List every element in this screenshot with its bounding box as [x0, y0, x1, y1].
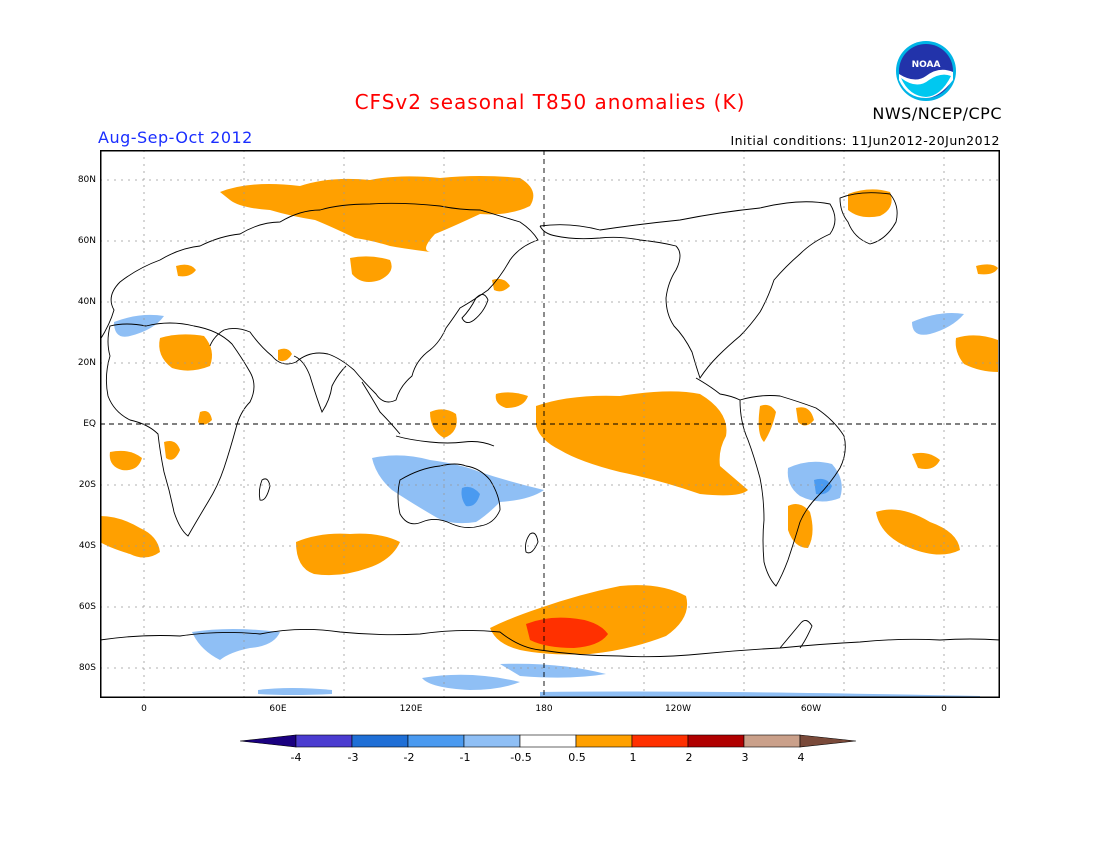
colorbar-box — [631, 734, 689, 748]
colorbar-box — [687, 734, 745, 748]
noaa-logo-text: NOAA — [912, 60, 941, 70]
anomaly-central-asia-small — [176, 264, 196, 277]
colorbar-boxes — [240, 734, 857, 748]
anomaly-central-pacific — [536, 391, 748, 496]
anomaly-antarctic-indian — [192, 629, 280, 660]
anomaly-greenland — [848, 189, 892, 218]
colorbar-label-m05: -0.5 — [510, 751, 532, 764]
coast-southeast-asia — [361, 381, 401, 435]
anomaly-central-africa — [164, 441, 180, 460]
anomaly-mediterranean-east — [912, 313, 964, 335]
lat-label-20n: 20N — [77, 358, 96, 368]
world-map — [100, 150, 1000, 698]
coast-south-america — [739, 395, 846, 587]
coast-eurasia — [100, 202, 539, 403]
lat-label-40n: 40N — [77, 297, 96, 307]
lon-label-0-east: 0 — [941, 704, 947, 714]
anomaly-australia-core — [461, 486, 480, 507]
colorbar-box — [295, 734, 353, 748]
colorbar-box — [519, 734, 577, 748]
anomaly-north-pacific-east — [492, 278, 510, 292]
lon-label-120e: 120E — [399, 704, 423, 714]
coast-madagascar — [258, 478, 271, 501]
anomaly-south-america-core — [814, 478, 832, 495]
colorbar-arrow-high — [799, 734, 857, 748]
anomaly-amundsen-core — [526, 617, 608, 648]
anomaly-south-africa-west — [100, 516, 160, 558]
lon-label-120w: 120W — [664, 704, 692, 714]
anomaly-atlantic-south-small — [912, 452, 940, 469]
anomaly-siberia — [220, 176, 534, 252]
colorbar-label-p1: 1 — [629, 751, 637, 764]
lon-label-60w: 60W — [800, 704, 822, 714]
anomaly-ural — [350, 256, 392, 282]
colorbar-label-p4: 4 — [797, 751, 805, 764]
colorbar-label-p3: 3 — [741, 751, 749, 764]
colorbar-label-p05: 0.5 — [568, 751, 586, 764]
anomaly-equatorial-north — [495, 392, 528, 408]
colorbar-arrow-low — [240, 734, 297, 748]
anomaly-antarctic-east — [540, 691, 980, 698]
coast-india — [293, 355, 347, 413]
anomaly-antarctic-west-pacific — [500, 663, 606, 678]
lat-label-60n: 60N — [77, 236, 96, 246]
colorbar-box — [407, 734, 465, 748]
anomaly-south-america-coast — [758, 404, 776, 442]
coast-africa — [105, 322, 255, 537]
positive-anomaly-layer — [100, 176, 998, 655]
initial-conditions: Initial conditions: 11Jun2012-20Jun2012 — [730, 133, 1000, 148]
lat-label-40s: 40S — [78, 541, 96, 551]
colorbar-label-m4: -4 — [290, 751, 302, 764]
coast-antarctic-peninsula — [779, 620, 813, 649]
coast-antarctica — [100, 628, 1000, 658]
coastlines — [100, 192, 1000, 658]
forecast-period: Aug-Sep-Oct 2012 — [98, 128, 253, 147]
colorbar-box — [463, 734, 521, 748]
anomaly-indian-ocean-south — [296, 533, 400, 576]
coast-central-america — [695, 377, 741, 401]
anomaly-south-atlantic-east — [109, 450, 142, 471]
colorbar-label-m3: -3 — [347, 751, 359, 764]
colorbar-label-m2: -2 — [403, 751, 415, 764]
lat-label-80s: 80S — [78, 663, 96, 673]
lon-label-60e: 60E — [269, 704, 287, 714]
coast-new-zealand — [525, 532, 539, 554]
colorbar-box — [351, 734, 409, 748]
anomaly-south-atlantic-central — [876, 509, 960, 555]
lat-label-eq: EQ — [83, 419, 96, 429]
anomaly-argentina — [788, 504, 813, 548]
colorbar-label-m1: -1 — [459, 751, 471, 764]
agency-label: NWS/NCEP/CPC — [872, 104, 1002, 123]
noaa-logo: NOAA — [896, 41, 956, 101]
anomaly-antarctic-pacific — [422, 674, 520, 690]
map-title: CFSv2 seasonal T850 anomalies (K) — [354, 90, 746, 114]
lat-label-20s: 20S — [78, 480, 96, 490]
coast-australia — [397, 463, 501, 529]
lat-label-80n: 80N — [77, 175, 96, 185]
colorbar-label-p2: 2 — [685, 751, 693, 764]
anomaly-arabia — [278, 348, 292, 362]
lat-label-60s: 60S — [78, 602, 96, 612]
anomaly-north-atlantic — [976, 264, 998, 275]
colorbar-box — [575, 734, 633, 748]
anomaly-atlantic-east — [955, 335, 998, 372]
map-frame — [100, 150, 1000, 698]
colorbar — [240, 734, 857, 748]
anomaly-west-africa — [159, 334, 212, 371]
anomaly-gulf-of-guinea — [198, 411, 212, 425]
anomaly-mediterranean — [114, 314, 164, 337]
coast-japan — [461, 294, 489, 323]
anomaly-brazil-north — [796, 407, 814, 426]
anomaly-antarctic-south-small — [258, 688, 332, 695]
lon-label-0-west: 0 — [141, 704, 147, 714]
colorbar-box — [743, 734, 801, 748]
coast-greenland — [839, 192, 898, 245]
lon-label-180: 180 — [535, 704, 553, 714]
coast-indonesia — [395, 435, 495, 447]
negative-strong-layer — [461, 478, 832, 507]
coast-north-america — [539, 201, 836, 380]
